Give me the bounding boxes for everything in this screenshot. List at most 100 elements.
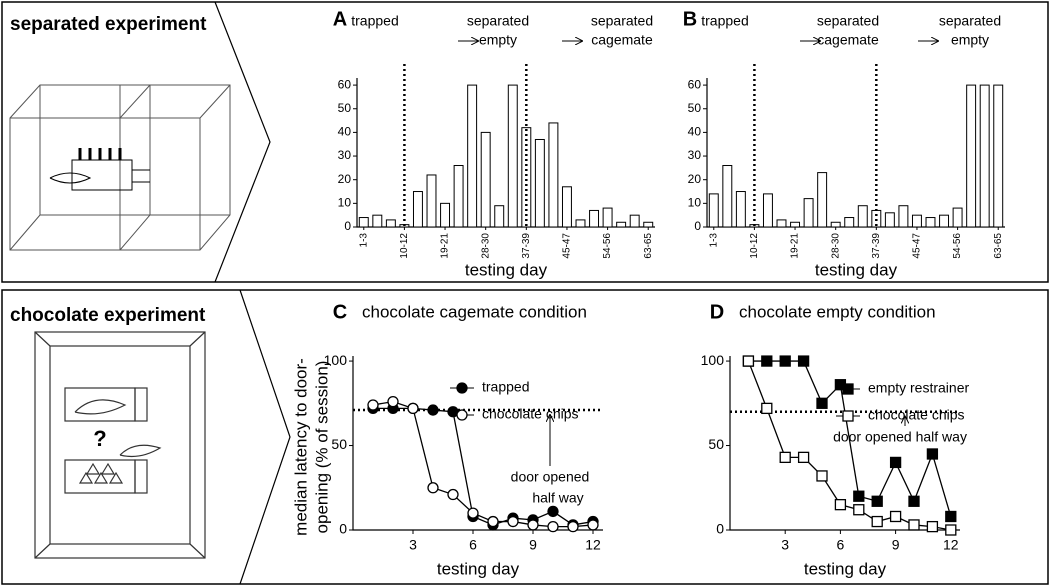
- bar: [939, 214, 950, 228]
- x-tick-label: 54-56: [952, 233, 963, 259]
- phase-label: trapped: [701, 13, 748, 29]
- x-axis-label: testing day: [437, 559, 520, 578]
- cage-drawing: [9, 84, 231, 251]
- phase-label: separated: [939, 13, 1001, 29]
- bar: [372, 214, 383, 228]
- legend-label: empty restrainer: [868, 380, 969, 396]
- data-point: [853, 504, 865, 516]
- data-point: [779, 451, 791, 464]
- annotation: door opened: [511, 469, 590, 485]
- x-axis-label: testing day: [804, 559, 887, 578]
- bar: [575, 219, 586, 228]
- bar: [911, 214, 922, 228]
- data-point: [487, 515, 499, 528]
- data-point: [908, 519, 920, 531]
- bar: [561, 186, 572, 228]
- data-point: [427, 482, 439, 494]
- bar: [857, 205, 868, 228]
- x-tick-label: 63-65: [643, 233, 654, 259]
- y-axis-label: median latency to door-: [291, 358, 310, 536]
- phase-label: separated: [467, 13, 529, 29]
- x-tick-label: 37-39: [521, 233, 532, 259]
- bar: [467, 84, 478, 228]
- x-tick-label: 6: [837, 537, 845, 553]
- y-tick-label: 0: [716, 521, 724, 537]
- bar: [776, 219, 787, 228]
- x-tick-label: 3: [409, 537, 417, 553]
- bar: [494, 205, 505, 228]
- y-tick-label: 20: [688, 172, 702, 186]
- legend-label: chocolate chips: [482, 406, 579, 422]
- x-tick-label: 10-12: [399, 233, 410, 259]
- bar: [790, 221, 801, 228]
- bar: [830, 221, 841, 228]
- x-tick-label: 19-21: [440, 233, 451, 259]
- axis: [706, 78, 1005, 228]
- data-point: [547, 520, 559, 533]
- x-axis-label: testing day: [465, 260, 548, 279]
- data-point: [427, 404, 439, 416]
- bar: [426, 174, 437, 228]
- bar: [440, 202, 451, 228]
- data-point: [547, 505, 559, 518]
- series-line: [373, 407, 594, 526]
- y-tick-label: 10: [688, 196, 702, 210]
- data-point: [507, 515, 519, 528]
- data-point: [816, 397, 828, 409]
- data-point: [742, 355, 755, 367]
- bar: [722, 165, 733, 228]
- x-tick-label: 3: [781, 537, 789, 553]
- panel-letter: A: [333, 8, 347, 30]
- chart-title: chocolate cagemate condition: [362, 302, 587, 321]
- x-tick-label: 9: [529, 537, 537, 553]
- y-tick-label: 0: [694, 219, 701, 233]
- data-point: [761, 355, 773, 367]
- top-frame: [1, 1, 1049, 283]
- panel-letter: B: [683, 8, 697, 30]
- phase-label: separated: [591, 13, 653, 29]
- panel-title: chocolate experiment: [10, 305, 206, 326]
- bar: [993, 84, 1004, 228]
- data-point: [567, 520, 579, 533]
- bar: [817, 172, 828, 228]
- bar: [385, 219, 396, 228]
- phase-label: cagemate: [817, 32, 879, 48]
- data-point: [889, 510, 902, 523]
- y-tick-label: 30: [338, 148, 352, 162]
- data-point: [926, 448, 939, 460]
- chevron: [214, 1, 271, 283]
- phase-label: empty: [479, 32, 517, 48]
- data-point: [761, 402, 773, 415]
- x-tick-label: 1-3: [358, 233, 369, 248]
- data-point: [871, 495, 883, 507]
- bar: [629, 214, 640, 228]
- data-point: [527, 519, 539, 531]
- y-tick-label: 50: [338, 101, 352, 115]
- bar: [616, 221, 627, 228]
- bar: [966, 84, 977, 228]
- data-point: [945, 524, 957, 536]
- bar: [602, 207, 613, 228]
- bar: [884, 212, 895, 228]
- bar: [925, 217, 936, 228]
- legend-marker: [456, 382, 468, 394]
- y-tick-label: 50: [708, 436, 724, 452]
- legend-label: chocolate chips: [868, 407, 965, 423]
- legend-label: trapped: [482, 379, 529, 395]
- y-tick-label: 100: [324, 352, 348, 368]
- y-axis-label: opening (% of session): [312, 361, 331, 534]
- y-tick-label: 20: [338, 172, 352, 186]
- data-point: [367, 399, 379, 411]
- phase-label: trapped: [351, 13, 398, 29]
- bar: [521, 127, 532, 228]
- bar: [589, 209, 600, 228]
- axis: [356, 78, 655, 228]
- bar: [534, 138, 545, 228]
- bar: [762, 193, 773, 228]
- panel-letter: D: [710, 301, 724, 323]
- data-point: [387, 395, 399, 408]
- y-tick-label: 40: [688, 125, 702, 139]
- x-tick-label: 6: [469, 537, 477, 553]
- y-tick-label: 60: [338, 77, 352, 91]
- question-mark: ?: [93, 426, 106, 451]
